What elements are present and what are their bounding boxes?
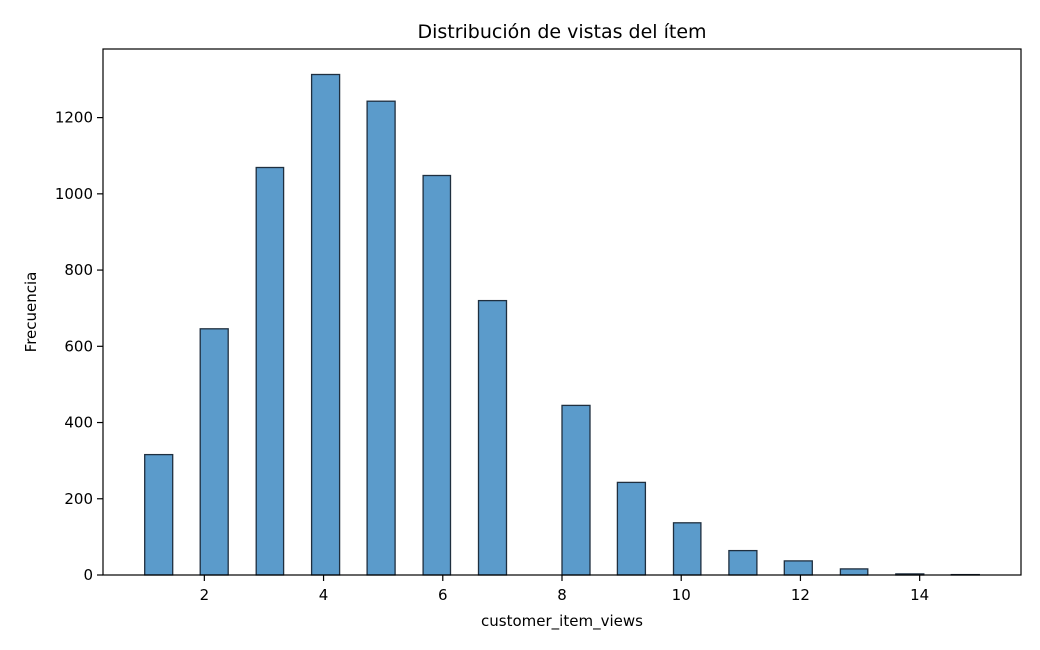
histogram-bar — [477, 299, 508, 576]
y-tick-label: 600 — [64, 337, 93, 355]
histogram-bar — [561, 404, 591, 576]
histogram-bar — [839, 568, 869, 576]
chart-title: Distribución de vistas del ítem — [417, 21, 706, 43]
y-tick-label: 1000 — [55, 185, 93, 203]
y-tick-label: 800 — [64, 261, 93, 279]
histogram-bar — [366, 100, 396, 576]
histogram-bar — [144, 453, 174, 576]
x-axis-label: customer_item_views — [481, 612, 643, 631]
y-axis-label: Frecuencia — [22, 272, 40, 353]
x-axis-ticks: 2 4 6 8 10 12 14 — [200, 575, 929, 604]
x-tick-label: 8 — [557, 586, 567, 604]
plot-frame — [102, 48, 1022, 576]
histogram-bar — [672, 522, 702, 576]
x-tick-label: 4 — [319, 586, 329, 604]
bars — [144, 73, 980, 576]
histogram-bar — [783, 560, 813, 576]
histogram-bar — [422, 174, 452, 576]
x-tick-label: 2 — [200, 586, 210, 604]
y-tick-label: 1200 — [55, 109, 93, 127]
x-tick-label: 14 — [910, 586, 929, 604]
histogram-bar — [255, 166, 285, 576]
y-tick-label: 0 — [83, 566, 93, 584]
histogram-bar — [199, 328, 229, 576]
x-tick-label: 6 — [438, 586, 448, 604]
y-tick-label: 400 — [64, 414, 93, 432]
histogram-bar — [310, 73, 341, 576]
y-tick-label: 200 — [64, 490, 93, 508]
histogram-bar — [728, 549, 758, 576]
x-tick-label: 12 — [791, 586, 810, 604]
y-axis-ticks: 0 200 400 600 800 1000 1200 — [55, 109, 103, 584]
x-tick-label: 10 — [672, 586, 691, 604]
histogram-bar — [616, 481, 647, 576]
